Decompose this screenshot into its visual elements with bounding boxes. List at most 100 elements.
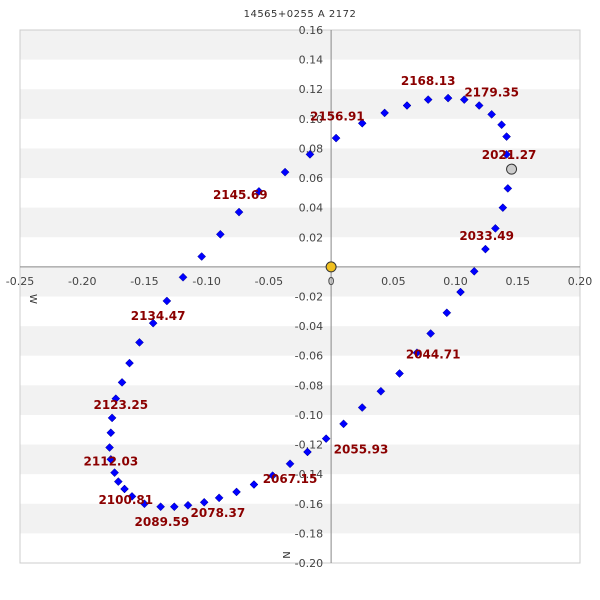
data-point <box>357 118 367 128</box>
data-point <box>285 459 295 469</box>
data-point <box>249 480 259 489</box>
data-point <box>481 244 490 254</box>
plot-border <box>19 29 581 564</box>
x-axis-label: W <box>27 294 38 304</box>
data-point <box>199 497 209 507</box>
data-point <box>280 167 290 177</box>
data-point <box>106 455 116 464</box>
data-point <box>232 487 241 497</box>
y-tick-label: -0.08 <box>295 379 323 392</box>
data-point <box>321 434 331 443</box>
data-point <box>162 296 172 306</box>
data-point <box>423 95 433 104</box>
x-tick-label: 0.15 <box>506 275 531 288</box>
data-point <box>339 419 348 429</box>
point-label: 2112.03 <box>84 454 139 468</box>
point-label: 2134.47 <box>131 309 186 323</box>
current-marker <box>506 163 518 175</box>
data-point <box>497 120 506 130</box>
data-point <box>412 348 422 358</box>
data-point <box>442 308 452 318</box>
data-point <box>331 133 341 143</box>
data-point <box>110 468 119 478</box>
data-point <box>503 184 513 193</box>
data-point <box>487 110 496 119</box>
data-point <box>197 252 207 261</box>
y-tick-label: -0.14 <box>295 468 323 481</box>
data-point <box>156 502 165 512</box>
data-point <box>426 329 436 338</box>
data-point <box>214 493 224 503</box>
y-tick-label: -0.04 <box>295 320 323 333</box>
point-label: 2021.27 <box>482 148 537 162</box>
grid-band <box>20 30 580 60</box>
point-label: 2156.91 <box>310 109 365 123</box>
point-label: 2123.25 <box>93 398 148 412</box>
y-tick-label: -0.10 <box>295 409 323 422</box>
x-tick-label: -0.15 <box>130 275 158 288</box>
data-point <box>474 101 484 110</box>
x-axis-ticks: -0.25 -0.20 -0.15 -0.10 -0.05 0 0.05 0.10 0.15 0.… <box>6 275 592 288</box>
y-tick-label: 0.10 <box>299 113 324 126</box>
data-point <box>491 224 500 233</box>
data-labels: 2168.13 2179.35 2156.91 2021.27 2145.69 2033.… <box>84 74 537 529</box>
grid-band <box>20 326 580 356</box>
y-tick-label: 0.04 <box>299 202 324 215</box>
point-label: 2078.37 <box>191 506 246 520</box>
data-point <box>113 477 123 486</box>
y-tick-label: 0.12 <box>299 83 324 96</box>
y-tick-label: 0.02 <box>299 231 324 244</box>
data-point <box>135 338 144 347</box>
grid-band <box>20 207 580 238</box>
y-tick-label: -0.06 <box>295 350 323 363</box>
y-tick-label: -0.12 <box>295 439 323 452</box>
data-point <box>183 500 193 510</box>
data-point <box>402 101 412 110</box>
y-tick-label: 0.16 <box>299 24 324 37</box>
y-tick-label: 0.14 <box>299 54 324 67</box>
y-tick-label: -0.16 <box>295 498 323 511</box>
point-label: 2168.13 <box>401 74 456 88</box>
point-label: 2089.59 <box>135 515 190 529</box>
grid-band <box>20 266 580 297</box>
point-label: 2179.35 <box>464 86 519 100</box>
x-tick-label: -0.05 <box>255 275 283 288</box>
data-point <box>107 413 117 423</box>
point-label: 2033.49 <box>459 229 514 243</box>
point-label: 2044.71 <box>406 348 461 362</box>
x-tick-label: -0.25 <box>6 275 34 288</box>
x-tick-label: 0.20 <box>568 275 593 288</box>
x-tick-label: -0.20 <box>68 275 96 288</box>
point-label: 2067.15 <box>263 472 318 486</box>
data-point <box>443 93 453 103</box>
data-point <box>148 318 158 328</box>
data-point <box>169 502 179 512</box>
data-point <box>111 394 121 404</box>
data-point <box>127 492 137 501</box>
data-point <box>254 187 264 196</box>
y-tick-label: 0.06 <box>299 172 324 185</box>
x-tick-label: 0 <box>328 275 335 288</box>
point-label: 2145.69 <box>213 188 268 202</box>
point-label: 2055.93 <box>334 442 389 456</box>
data-points <box>105 93 518 512</box>
data-point <box>459 95 469 104</box>
data-point <box>268 471 277 481</box>
point-label: 2100.81 <box>98 493 153 507</box>
data-point <box>117 378 127 387</box>
data-point <box>105 443 114 452</box>
data-point <box>120 484 129 494</box>
data-point <box>216 229 225 239</box>
data-point <box>140 499 149 509</box>
data-point <box>234 207 244 217</box>
data-point <box>502 132 511 141</box>
grid-band <box>20 89 580 119</box>
y-axis-ticks: 0.16 0.14 0.12 0.10 0.08 0.06 0.04 0.02 -0.02 -0.… <box>295 24 323 570</box>
x-tick-label: -0.10 <box>192 275 220 288</box>
data-point <box>357 403 367 412</box>
data-point <box>178 272 188 282</box>
origin-marker <box>325 261 337 273</box>
axes <box>20 30 580 563</box>
grid-bands <box>20 30 580 534</box>
data-point <box>395 369 404 378</box>
